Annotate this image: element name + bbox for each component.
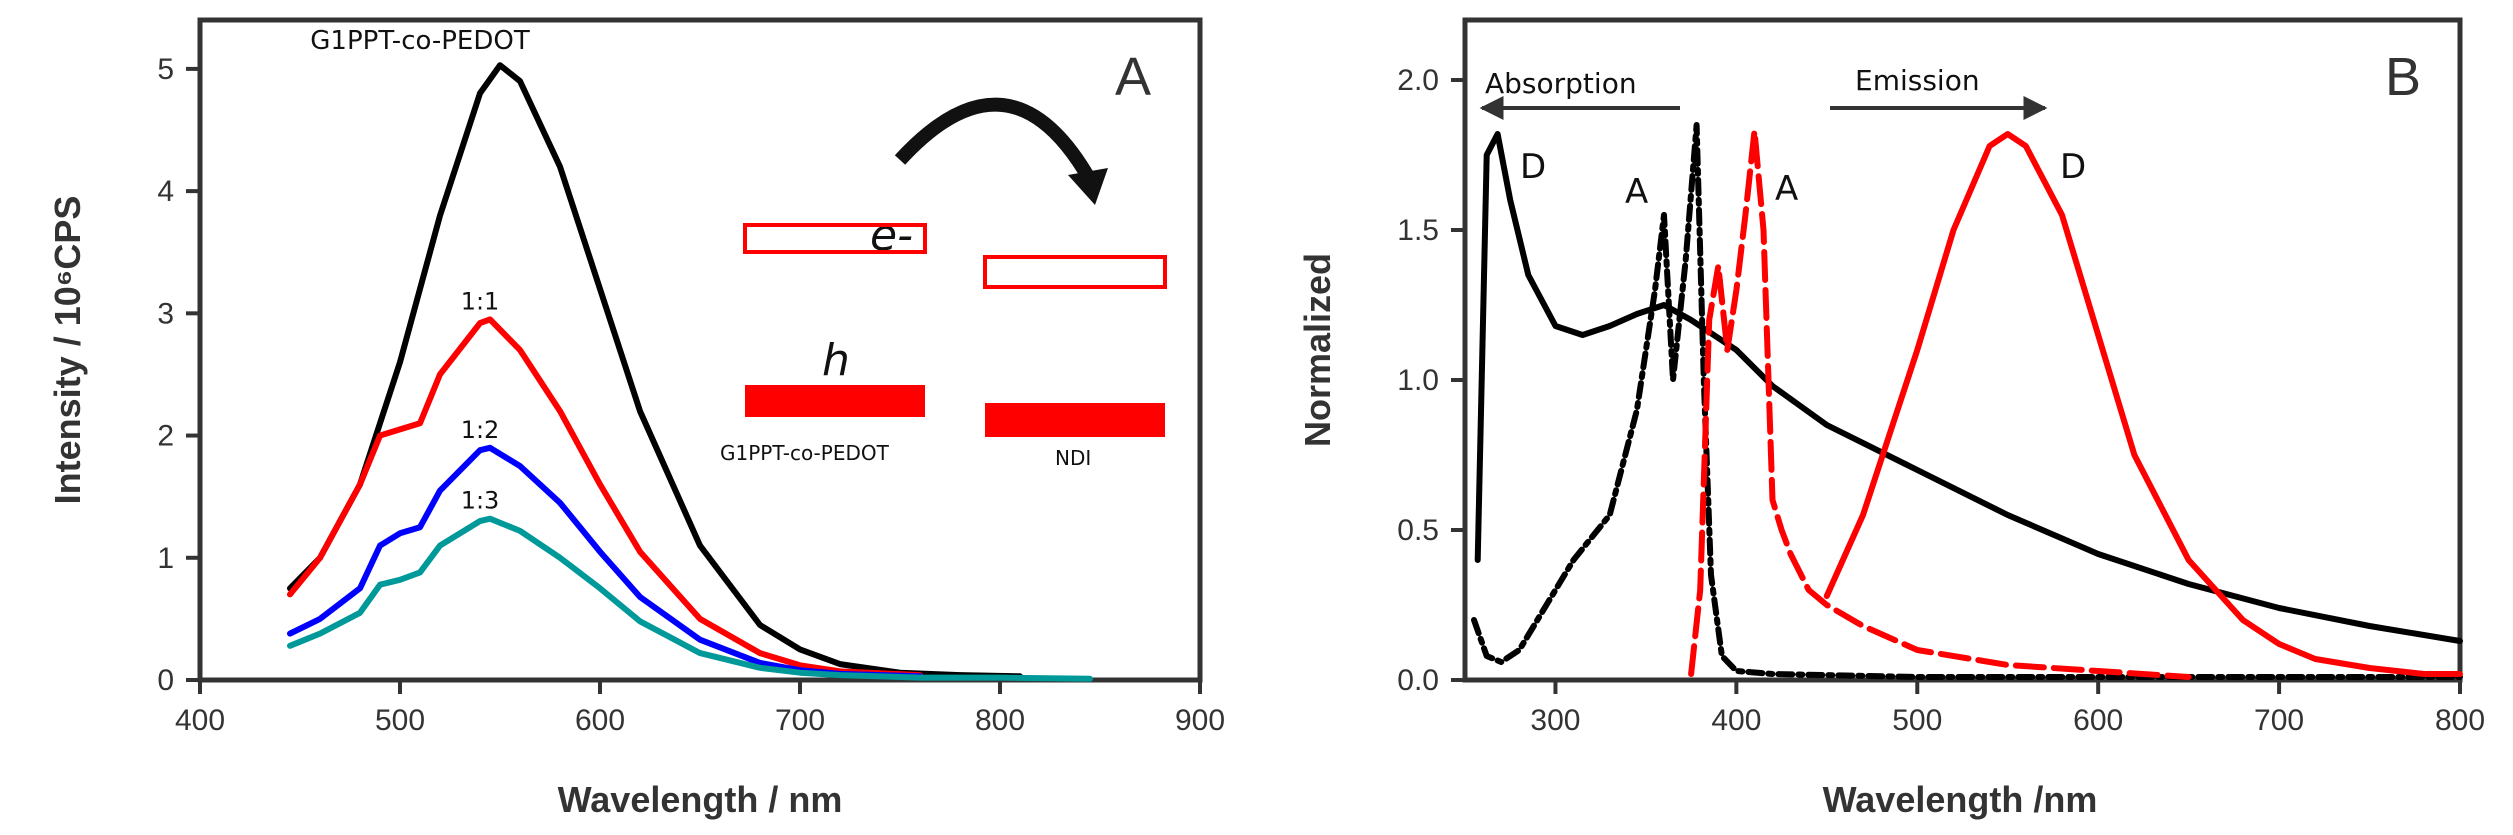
panel-a-y-axis-title: Intensity / 10⁶CPS <box>47 196 88 505</box>
series-label: 1:1 <box>461 287 500 315</box>
panel-b-x-tick-label: 300 <box>1530 704 1580 737</box>
donor-homo-level <box>745 385 925 417</box>
panel-b-label: B <box>2385 47 2421 107</box>
emission-label: Emission <box>1855 64 1980 97</box>
panel-b-x-tick-label: 500 <box>1892 704 1942 737</box>
panel-b-y-tick-label: 1.0 <box>1397 364 1439 397</box>
panel-b-x-tick-label: 600 <box>2073 704 2123 737</box>
panel-a-series-line <box>287 515 1093 682</box>
em-donor-marker: D <box>2060 147 2086 187</box>
panel-a-label: A <box>1115 47 1151 107</box>
panel-b-y-tick-label: 0.5 <box>1397 514 1439 547</box>
panel-b-x-tick-label: 700 <box>2254 704 2304 737</box>
panel-b-plot-frame <box>1462 17 2463 683</box>
series-label: 1:3 <box>461 487 500 515</box>
panel-a-x-tick-label: 500 <box>375 704 425 737</box>
panel-a-y-tick-label: 3 <box>157 297 174 330</box>
panel-a-series-line <box>287 444 923 680</box>
panel-a-y-tick-label: 1 <box>157 542 174 575</box>
acceptor-label: NDI <box>1055 446 1091 470</box>
panel-a-series-line <box>287 62 1023 680</box>
energy-level-inset: e- h G1PPT-co-PEDOT NDI <box>720 97 1167 470</box>
panel-a-y-tick-label: 2 <box>157 420 174 453</box>
panel-a-x-tick-label: 900 <box>1175 704 1225 737</box>
panel-a-x-tick-label: 800 <box>975 704 1025 737</box>
donor-lumo-level <box>743 223 927 254</box>
panel-b-x-tick-label: 800 <box>2435 704 2485 737</box>
panel-a-y-tick-label: 5 <box>157 53 174 86</box>
panel-b-y-axis-title: Normalized <box>1297 253 1338 447</box>
panel-b-series-line <box>1474 131 2463 644</box>
acceptor-homo-level <box>985 403 1165 437</box>
panel-b-x-tick-label: 400 <box>1711 704 1761 737</box>
donor-label: G1PPT-co-PEDOT <box>720 441 890 465</box>
panel-b-series-line <box>1471 122 2463 680</box>
panel-a: 400 500 600 700 800 900 0 1 2 3 4 5 G1PPT-co-PEDOT 1… <box>47 17 1225 820</box>
panel-b-ticks: 300 400 500 600 700 800 0.0 0.5 1.0 1.5 2.0 <box>1397 64 2485 737</box>
panel-b-y-tick-label: 1.5 <box>1397 214 1439 247</box>
panel-a-ticks: 400 500 600 700 800 900 0 1 2 3 4 5 <box>157 53 1225 737</box>
series-label: 1:2 <box>461 416 500 444</box>
panel-a-series: G1PPT-co-PEDOT 1:1 1:2 1:3 <box>287 26 1093 682</box>
panel-b-series <box>1471 122 2463 680</box>
panel-a-y-tick-label: 0 <box>157 664 174 697</box>
em-acceptor-marker: A <box>1775 169 1798 209</box>
panel-a-x-axis-title: Wavelength / nm <box>558 779 843 820</box>
panel-b-y-tick-label: 0.0 <box>1397 664 1439 697</box>
panel-a-x-tick-label: 600 <box>575 704 625 737</box>
abs-acceptor-marker: A <box>1625 172 1648 212</box>
acceptor-lumo-level <box>983 255 1167 289</box>
panel-b: 300 400 500 600 700 800 0.0 0.5 1.0 1.5 2.0 B Wave… <box>1297 17 2485 820</box>
abs-donor-marker: D <box>1520 147 1546 187</box>
panel-a-y-tick-label: 4 <box>157 175 174 208</box>
electron-transfer-arrowhead <box>1068 168 1108 205</box>
electron-transfer-arrow <box>894 97 1097 184</box>
panel-b-series-line <box>1688 128 2192 680</box>
panel-b-series-line <box>1823 131 2463 677</box>
panel-a-x-tick-label: 700 <box>775 704 825 737</box>
hole-label: h <box>822 335 850 386</box>
panel-b-x-axis-title: Wavelength /nm <box>1823 779 2098 820</box>
panel-b-y-tick-label: 2.0 <box>1397 64 1439 97</box>
series-label: G1PPT-co-PEDOT <box>310 26 530 56</box>
panel-a-x-tick-label: 400 <box>175 704 225 737</box>
panel-a-series-line <box>287 316 923 679</box>
absorption-label: Absorption <box>1485 67 1637 100</box>
panel-a-plot-frame <box>197 17 1203 683</box>
